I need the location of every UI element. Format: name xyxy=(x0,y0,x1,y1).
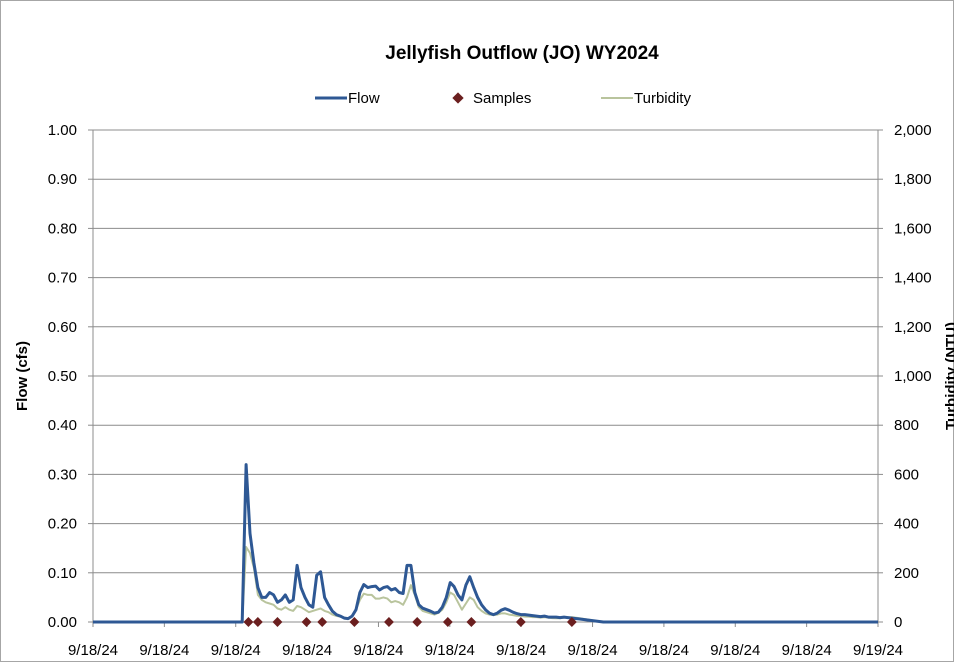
y-tick-label: 0.10 xyxy=(48,565,77,582)
y-tick-label: 0.00 xyxy=(48,614,77,631)
sample-marker xyxy=(243,617,254,627)
y-tick-label: 0.50 xyxy=(48,368,77,385)
legend: Flow Samples Turbidity xyxy=(315,90,691,107)
axes xyxy=(88,129,883,627)
sample-marker xyxy=(466,617,477,627)
x-tick-label: 9/18/24 xyxy=(639,642,689,659)
y2-tick-label: 1,600 xyxy=(894,220,932,237)
legend-samples-label: Samples xyxy=(473,90,531,107)
y2-tick-label: 200 xyxy=(894,565,919,582)
series-layer xyxy=(93,463,878,627)
y-tick-labels: 0.00 0.10 0.20 0.30 0.40 0.50 0.60 0.70 0.80 0.90… xyxy=(48,122,77,631)
x-tick-label: 9/18/24 xyxy=(425,642,475,659)
y2-tick-label: 600 xyxy=(894,466,919,483)
y2-tick-labels: 0 200 400 600 800 1,000 1,200 1,400 1,600 1,800 2,… xyxy=(894,122,932,631)
y2-tick-label: 1,400 xyxy=(894,270,932,287)
legend-flow-label: Flow xyxy=(348,90,380,107)
y-tick-label: 0.30 xyxy=(48,466,77,483)
sample-marker xyxy=(412,617,423,627)
y2-tick-label: 1,200 xyxy=(894,319,932,336)
x-tick-label: 9/18/24 xyxy=(139,642,189,659)
x-tick-label: 9/18/24 xyxy=(782,642,832,659)
sample-marker xyxy=(566,617,577,627)
x-tick-label: 9/19/24 xyxy=(853,642,903,659)
x-tick-label: 9/18/24 xyxy=(353,642,403,659)
sample-marker xyxy=(442,617,453,627)
x-tick-label: 9/18/24 xyxy=(282,642,332,659)
sample-marker xyxy=(515,617,526,627)
y2-axis-title: Turbidity (NTU) xyxy=(943,322,954,430)
sample-marker xyxy=(383,617,394,627)
x-tick-labels: 9/18/24 9/18/24 9/18/24 9/18/24 9/18/24 9/18/… xyxy=(68,642,903,659)
y2-tick-label: 1,000 xyxy=(894,368,932,385)
flow-line xyxy=(93,463,878,624)
y2-tick-label: 2,000 xyxy=(894,122,932,139)
x-tick-label: 9/18/24 xyxy=(710,642,760,659)
sample-marker xyxy=(252,617,263,627)
x-tick-label: 9/18/24 xyxy=(211,642,261,659)
y-tick-label: 0.80 xyxy=(48,220,77,237)
y2-tick-label: 400 xyxy=(894,516,919,533)
x-tick-label: 9/18/24 xyxy=(496,642,546,659)
y-tick-label: 0.70 xyxy=(48,270,77,287)
legend-turbidity-label: Turbidity xyxy=(634,90,691,107)
sample-marker xyxy=(301,617,312,627)
y-axis-title: Flow (cfs) xyxy=(14,341,31,411)
sample-marker xyxy=(317,617,328,627)
y-tick-label: 0.40 xyxy=(48,417,77,434)
sample-marker xyxy=(272,617,283,627)
y-tick-label: 0.60 xyxy=(48,319,77,336)
chart-title: Jellyfish Outflow (JO) WY2024 xyxy=(385,43,659,64)
gridlines xyxy=(93,129,878,623)
sample-marker xyxy=(349,617,360,627)
y2-tick-label: 1,800 xyxy=(894,171,932,188)
x-tick-label: 9/18/24 xyxy=(568,642,618,659)
y2-tick-label: 800 xyxy=(894,417,919,434)
x-tick-label: 9/18/24 xyxy=(68,642,118,659)
y-tick-label: 0.90 xyxy=(48,171,77,188)
y-tick-label: 1.00 xyxy=(48,122,77,139)
legend-samples-marker xyxy=(452,92,464,104)
y2-tick-label: 0 xyxy=(894,614,902,631)
y-tick-label: 0.20 xyxy=(48,516,77,533)
